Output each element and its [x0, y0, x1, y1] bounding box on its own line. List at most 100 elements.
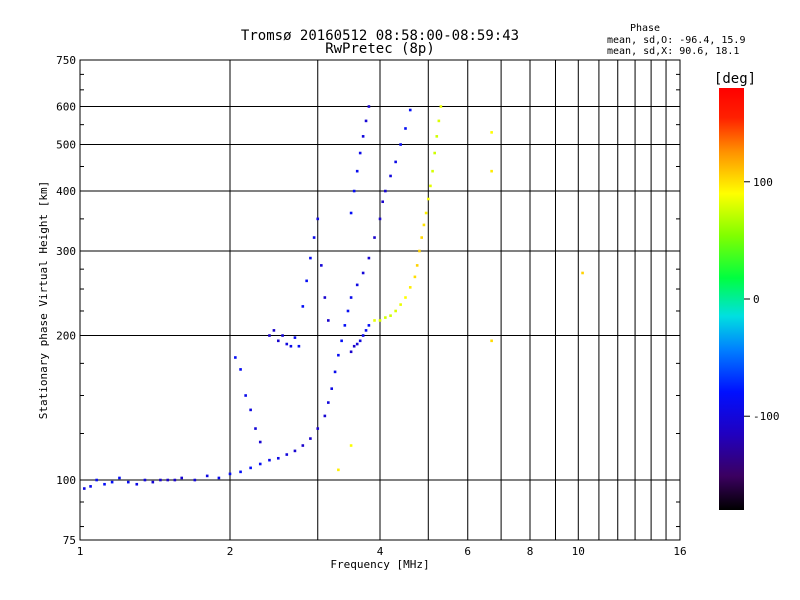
- data-point-o: [333, 370, 337, 374]
- colorbar-gradient: [719, 88, 744, 510]
- data-point-o: [408, 108, 412, 112]
- data-point-o: [389, 174, 392, 178]
- data-point-o: [268, 334, 271, 337]
- data-point-o: [349, 350, 353, 354]
- data-point-o: [268, 458, 271, 462]
- data-point-o: [367, 256, 371, 260]
- data-point-o: [234, 356, 237, 359]
- y-tick-label: 100: [56, 474, 76, 487]
- data-point-o: [364, 329, 368, 332]
- colorbar-ticks: -100 0 100: [744, 176, 780, 423]
- x-tick-label: 4: [377, 545, 384, 558]
- data-point-o: [254, 427, 257, 430]
- data-point-o: [293, 336, 297, 339]
- data-point-o: [378, 217, 382, 221]
- data-point-x: [424, 211, 428, 215]
- data-point-o: [281, 334, 284, 337]
- data-point-o: [367, 105, 371, 108]
- data-point-x: [389, 314, 392, 317]
- data-point-o: [173, 478, 177, 482]
- data-point-o: [327, 319, 330, 322]
- data-point-o: [309, 437, 312, 440]
- data-point-o: [384, 189, 387, 193]
- x-tick-label: 10: [572, 545, 585, 558]
- data-point-o: [330, 387, 334, 390]
- data-point-o: [343, 324, 347, 327]
- data-point-x: [433, 151, 436, 155]
- y-tick-label: 500: [56, 139, 76, 152]
- data-point-x: [431, 169, 434, 173]
- data-point-o: [289, 344, 293, 348]
- phase-stats: Phase mean, sd,O: -96.4, 15.9 mean, sd,X…: [607, 23, 745, 57]
- data-point-o: [249, 466, 252, 470]
- y-tick-label: 400: [56, 185, 76, 198]
- phase-stats-x: mean, sd,X: 90.6, 18.1: [607, 46, 739, 57]
- data-point-o: [349, 211, 353, 215]
- data-point-x: [426, 197, 430, 201]
- data-point-o: [404, 127, 407, 130]
- data-point-x: [418, 249, 421, 253]
- data-point-o: [276, 456, 280, 460]
- data-point-o: [349, 296, 353, 299]
- data-point-x: [408, 286, 412, 289]
- data-point-o: [352, 189, 356, 193]
- data-point-x: [429, 184, 432, 188]
- data-point-o: [103, 482, 106, 486]
- data-point-o: [193, 478, 197, 482]
- data-point-x: [422, 223, 426, 227]
- data-point-x: [384, 316, 387, 319]
- data-point-o: [327, 401, 330, 404]
- data-point-o: [358, 339, 362, 343]
- data-point-o: [205, 474, 209, 478]
- data-point-o: [82, 487, 86, 490]
- y-axis-label: Stationary phase Virtual Height [km]: [37, 181, 50, 419]
- chart-title: Tromsø 20160512 08:58:00-08:59:43: [241, 28, 519, 44]
- data-point-o: [276, 339, 280, 343]
- colorbar: [deg] -100 0 100: [714, 71, 780, 510]
- data-point-o: [394, 160, 397, 164]
- x-tick-label: 8: [527, 545, 534, 558]
- data-point-o: [228, 472, 232, 476]
- data-point-o: [293, 449, 297, 453]
- data-point-o: [217, 476, 221, 480]
- phase-stats-title: Phase: [630, 23, 660, 34]
- colorbar-tick-label: 100: [753, 176, 773, 189]
- data-point-o: [244, 394, 247, 397]
- data-point-o: [89, 485, 92, 488]
- data-point-x: [435, 135, 439, 138]
- data-point-o: [135, 482, 139, 486]
- data-point-o: [126, 480, 130, 484]
- data-point-o: [316, 217, 320, 221]
- data-point-o: [361, 334, 365, 337]
- data-point-o: [118, 476, 121, 480]
- plot-frame: [79, 59, 681, 541]
- x-axis-label: Frequency [MHz]: [330, 558, 429, 571]
- data-point-o: [340, 339, 343, 343]
- data-point-o: [272, 329, 276, 332]
- data-point-x: [490, 169, 493, 173]
- colorbar-tick-label: 0: [753, 293, 760, 306]
- x-tick-label: 2: [227, 545, 234, 558]
- data-point-o: [258, 440, 262, 444]
- data-point-x: [413, 275, 417, 279]
- data-point-o: [151, 480, 155, 484]
- data-point-o: [355, 283, 359, 287]
- data-point-x: [349, 444, 353, 447]
- data-point-o: [309, 256, 312, 260]
- data-point-o: [361, 135, 365, 138]
- data-point-o: [239, 368, 242, 371]
- data-point-o: [301, 444, 305, 447]
- data-point-o: [352, 344, 356, 348]
- data-point-o: [249, 408, 252, 412]
- y-tick-label: 300: [56, 245, 76, 258]
- data-point-o: [180, 476, 184, 480]
- data-point-o: [346, 309, 350, 313]
- data-point-o: [316, 427, 320, 430]
- data-point-x: [404, 296, 407, 299]
- data-point-o: [110, 480, 114, 484]
- colorbar-tick-label: -100: [753, 410, 780, 423]
- data-point-x: [415, 264, 419, 267]
- data-point-o: [258, 462, 262, 466]
- data-point-o: [312, 236, 316, 239]
